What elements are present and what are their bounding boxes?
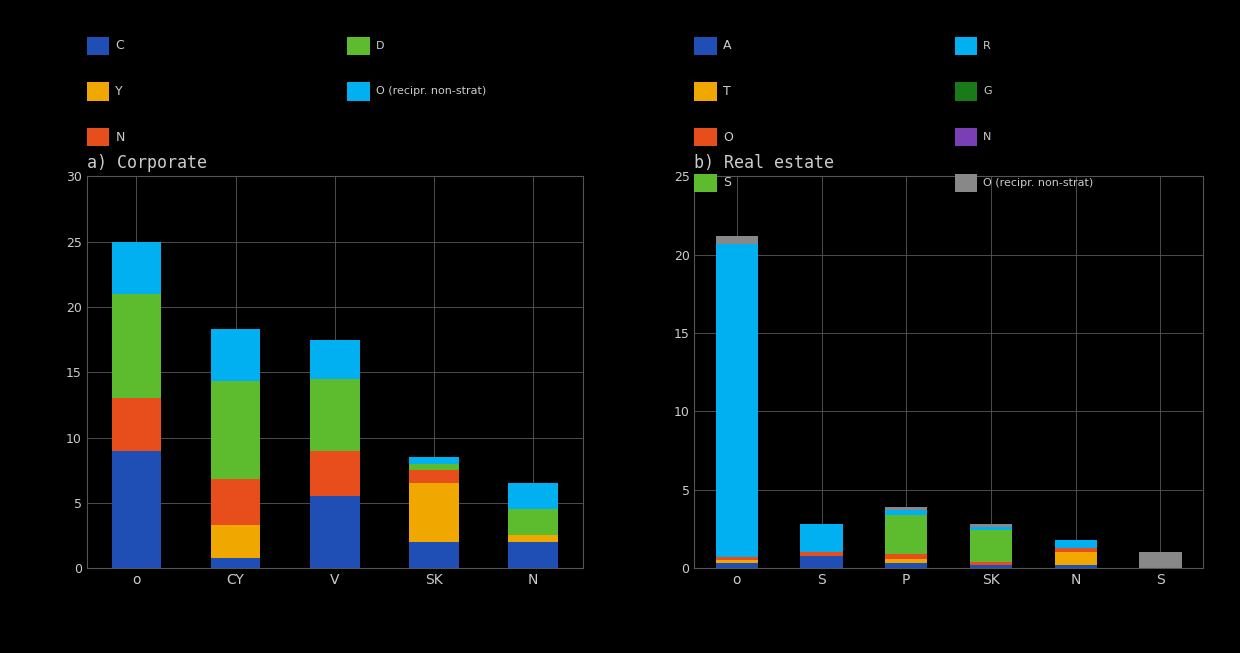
Bar (409, 470, 459, 483)
Bar (409, 457, 459, 464)
Bar (885, 507, 928, 510)
Bar (970, 562, 1012, 565)
Text: O: O (723, 131, 733, 144)
Bar (800, 552, 843, 556)
Bar (800, 524, 843, 552)
Bar (715, 560, 758, 564)
Text: O (recipr. non-strat): O (recipr. non-strat) (983, 178, 1094, 188)
Bar (715, 564, 758, 568)
Text: C: C (115, 39, 124, 52)
Text: N: N (115, 131, 125, 144)
Bar (1054, 540, 1097, 548)
Bar (1140, 552, 1182, 568)
Bar (112, 242, 161, 294)
Bar (970, 530, 1012, 562)
Bar (508, 509, 558, 535)
Bar (211, 558, 260, 568)
Bar (310, 451, 360, 496)
Bar (715, 236, 758, 244)
Text: a) Corporate: a) Corporate (87, 154, 207, 172)
Text: R: R (983, 40, 991, 51)
Bar (800, 556, 843, 568)
Bar (885, 564, 928, 568)
Bar (970, 565, 1012, 568)
Text: D: D (376, 40, 384, 51)
Bar (1054, 548, 1097, 552)
Bar (112, 451, 161, 568)
Text: S: S (723, 176, 730, 189)
Bar (112, 294, 161, 398)
Bar (508, 542, 558, 568)
Bar (112, 398, 161, 451)
Bar (1054, 552, 1097, 565)
Bar (970, 528, 1012, 530)
Bar (310, 379, 360, 451)
Bar (715, 557, 758, 560)
Bar (715, 244, 758, 557)
Text: b) Real estate: b) Real estate (694, 154, 835, 172)
Bar (508, 535, 558, 542)
Bar (310, 340, 360, 379)
Bar (885, 510, 928, 515)
Bar (508, 483, 558, 509)
Bar (310, 496, 360, 568)
Text: O (recipr. non-strat): O (recipr. non-strat) (376, 86, 486, 97)
Bar (409, 464, 459, 470)
Text: Y: Y (115, 85, 123, 98)
Bar (211, 381, 260, 479)
Text: G: G (983, 86, 992, 97)
Bar (1054, 565, 1097, 568)
Bar (211, 525, 260, 558)
Bar (409, 483, 459, 542)
Text: T: T (723, 85, 730, 98)
Bar (885, 554, 928, 559)
Bar (885, 515, 928, 554)
Bar (211, 329, 260, 381)
Bar (211, 479, 260, 525)
Bar (409, 542, 459, 568)
Bar (885, 559, 928, 564)
Bar (970, 524, 1012, 528)
Text: A: A (723, 39, 732, 52)
Text: N: N (983, 132, 992, 142)
